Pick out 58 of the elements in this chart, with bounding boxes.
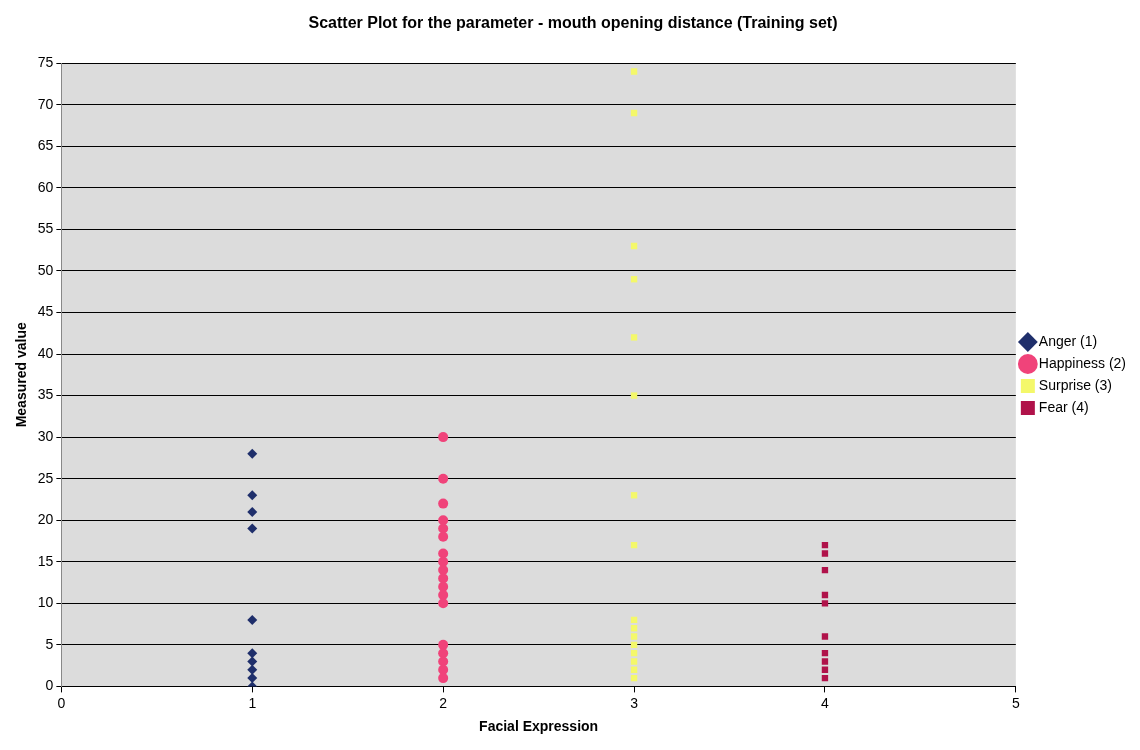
y-tick-label: 50 xyxy=(37,261,54,278)
legend-label: Fear (4) xyxy=(1038,398,1089,415)
x-tick-label: 1 xyxy=(248,694,257,711)
y-tick-label: 40 xyxy=(37,344,54,361)
point xyxy=(630,658,638,665)
chart-title: Scatter Plot for the parameter - mouth opening distance (Training set) xyxy=(308,14,838,32)
point xyxy=(247,506,258,517)
point xyxy=(438,473,449,484)
point xyxy=(438,673,449,684)
y-tick-label: 65 xyxy=(37,137,54,154)
point xyxy=(247,656,258,667)
x-tick-label: 4 xyxy=(821,694,830,711)
point xyxy=(247,490,258,501)
point xyxy=(821,658,829,665)
point xyxy=(630,392,638,399)
point xyxy=(438,590,449,600)
point xyxy=(438,515,449,526)
point xyxy=(247,614,258,625)
y-tick-label: 25 xyxy=(37,469,54,486)
x-tick-label: 2 xyxy=(439,694,448,711)
y-tick-label: 15 xyxy=(37,552,54,569)
point xyxy=(247,664,258,675)
point xyxy=(821,550,829,557)
point xyxy=(630,68,638,75)
point xyxy=(247,648,258,659)
y-tick-label: 45 xyxy=(37,303,54,320)
y-axis-title: Measured value xyxy=(13,322,30,428)
point xyxy=(438,656,449,667)
y-tick-label: 60 xyxy=(37,178,54,195)
point xyxy=(630,334,638,341)
point xyxy=(438,598,449,609)
x-tick-label: 5 xyxy=(1011,694,1020,711)
y-tick-label: 30 xyxy=(37,427,54,444)
legend-label: Anger (1) xyxy=(1038,332,1098,349)
x-tick-label: 0 xyxy=(57,694,66,711)
point xyxy=(438,573,449,584)
x-tick-label: 3 xyxy=(630,694,639,711)
point xyxy=(247,448,258,459)
point xyxy=(630,633,638,640)
y-tick-label: 10 xyxy=(37,594,54,611)
y-tick-label: 0 xyxy=(45,677,54,694)
legend-label: Happiness (2) xyxy=(1038,354,1126,371)
x-axis-title: Facial Expression xyxy=(479,718,599,735)
y-tick-label: 75 xyxy=(37,54,54,71)
point xyxy=(438,432,449,443)
y-tick-label: 20 xyxy=(37,511,54,528)
y-tick-label: 5 xyxy=(45,635,54,652)
point xyxy=(438,498,449,509)
point xyxy=(247,523,258,534)
y-tick-label: 55 xyxy=(37,220,54,237)
point xyxy=(438,548,449,559)
y-tick-label: 70 xyxy=(37,95,54,112)
legend-label: Surprise (3) xyxy=(1038,376,1112,393)
y-tick-label: 35 xyxy=(37,386,54,403)
point xyxy=(821,633,829,640)
point xyxy=(438,648,449,659)
point xyxy=(438,531,449,542)
point xyxy=(247,673,258,684)
